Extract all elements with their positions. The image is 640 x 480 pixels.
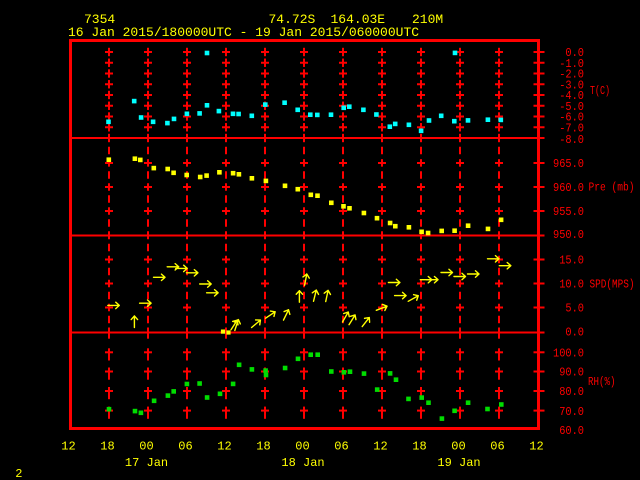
svg-text:16 Jan 2015/180000UTC - 19 Jan: 16 Jan 2015/180000UTC - 19 Jan 2015/0600… xyxy=(68,25,419,40)
svg-text:90.0: 90.0 xyxy=(559,366,584,380)
svg-text:06: 06 xyxy=(178,440,192,454)
svg-text:-8.0: -8.0 xyxy=(559,133,584,147)
svg-text:18: 18 xyxy=(256,440,270,454)
svg-text:-1.0: -1.0 xyxy=(559,57,584,71)
svg-text:10.0: 10.0 xyxy=(559,278,584,292)
svg-text:-4.0: -4.0 xyxy=(559,89,584,103)
svg-text:210M: 210M xyxy=(412,12,443,27)
svg-text:RH(%): RH(%) xyxy=(588,375,616,389)
svg-text:164.03E: 164.03E xyxy=(331,12,386,27)
svg-text:5.0: 5.0 xyxy=(565,302,584,316)
svg-text:00: 00 xyxy=(139,440,153,454)
svg-text:-6.0: -6.0 xyxy=(559,111,584,125)
svg-text:7354: 7354 xyxy=(84,12,115,27)
svg-text:80.0: 80.0 xyxy=(559,385,584,399)
svg-text:SPD(MPS): SPD(MPS) xyxy=(590,278,635,292)
svg-text:18: 18 xyxy=(100,440,114,454)
svg-text:06: 06 xyxy=(490,440,504,454)
svg-text:950.0: 950.0 xyxy=(553,228,584,242)
svg-text:0.0: 0.0 xyxy=(565,46,584,60)
svg-text:-7.0: -7.0 xyxy=(559,121,584,135)
svg-text:Pre (mb): Pre (mb) xyxy=(589,181,635,195)
svg-text:12: 12 xyxy=(529,440,543,454)
svg-text:18: 18 xyxy=(412,440,426,454)
svg-text:12: 12 xyxy=(217,440,231,454)
svg-text:12: 12 xyxy=(61,440,75,454)
svg-text:965.0: 965.0 xyxy=(553,157,584,171)
svg-text:60.0: 60.0 xyxy=(559,424,584,438)
svg-text:19 Jan: 19 Jan xyxy=(437,456,480,470)
svg-text:960.0: 960.0 xyxy=(553,181,584,195)
svg-text:T(C): T(C) xyxy=(590,84,610,98)
svg-text:0.0: 0.0 xyxy=(565,326,584,340)
svg-text:00: 00 xyxy=(451,440,465,454)
svg-text:06: 06 xyxy=(334,440,348,454)
svg-text:74.72S: 74.72S xyxy=(269,12,316,27)
svg-text:2: 2 xyxy=(15,467,22,480)
svg-text:-5.0: -5.0 xyxy=(559,100,584,114)
svg-text:00: 00 xyxy=(295,440,309,454)
svg-text:955.0: 955.0 xyxy=(553,205,584,219)
svg-text:-3.0: -3.0 xyxy=(559,78,584,92)
svg-text:17 Jan: 17 Jan xyxy=(125,456,168,470)
svg-text:12: 12 xyxy=(373,440,387,454)
svg-text:70.0: 70.0 xyxy=(559,405,584,419)
svg-text:-2.0: -2.0 xyxy=(559,68,584,82)
svg-text:100.0: 100.0 xyxy=(553,347,584,361)
svg-text:15.0: 15.0 xyxy=(559,254,584,268)
svg-text:18 Jan: 18 Jan xyxy=(281,456,324,470)
